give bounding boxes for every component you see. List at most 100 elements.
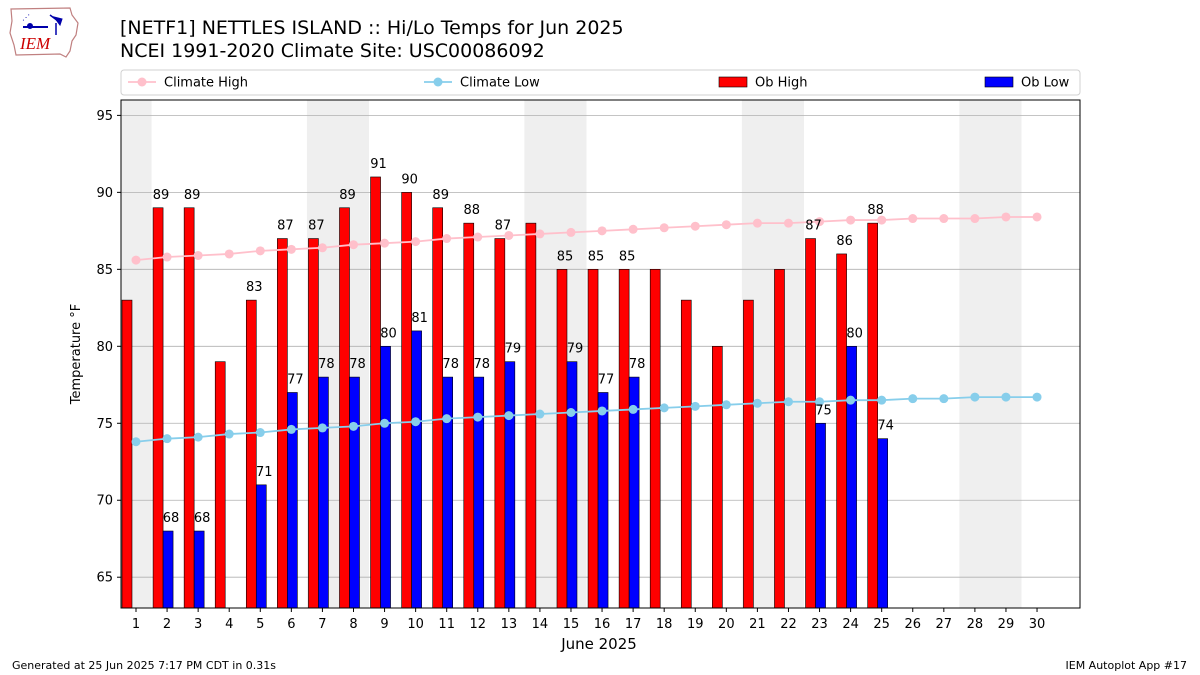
chart-title: [NETF1] NETTLES ISLAND :: Hi/Lo Temps fo… <box>120 17 624 39</box>
climate-high-point <box>411 237 421 247</box>
x-tick-label: 14 <box>532 617 549 632</box>
y-axis-label: Temperature °F <box>69 304 84 405</box>
ob-low-label: 78 <box>473 357 490 372</box>
ob-low-label: 79 <box>505 342 522 357</box>
climate-high-point <box>1001 212 1011 222</box>
ob-low-bar <box>877 438 888 609</box>
ob-high-bar <box>805 238 816 609</box>
y-tick-label: 90 <box>96 186 113 201</box>
ob-high-bar <box>121 299 133 609</box>
ob-low-bar <box>318 376 329 609</box>
y-tick-label: 80 <box>96 340 113 355</box>
climate-low-point <box>348 421 358 431</box>
climate-high-point <box>348 240 358 250</box>
legend-swatch <box>984 76 1014 88</box>
climate-low-point <box>1032 392 1042 402</box>
x-tick-label: 11 <box>438 617 455 632</box>
climate-low-point <box>1001 392 1011 402</box>
ob-high-label: 85 <box>588 249 605 264</box>
x-tick-label: 3 <box>194 617 202 632</box>
climate-low-point <box>411 417 421 427</box>
climate-high-point <box>877 215 887 225</box>
climate-high-point <box>162 252 172 262</box>
bar-labels: 89 89 83 87 87 89 91 90 89 88 87 85 85 85 87 86 88 68 68 71… <box>153 157 894 526</box>
climate-high-point <box>224 249 234 259</box>
ob-low-bar <box>846 346 857 609</box>
climate-high-point <box>846 215 856 225</box>
ob-high-bar <box>401 192 412 609</box>
weather-station-icon: ⋰ <box>22 13 63 35</box>
ob-high-bar <box>152 207 164 609</box>
climate-high-point <box>970 214 980 224</box>
ob-high-label: 86 <box>836 234 853 249</box>
ob-high-bar <box>649 269 661 609</box>
climate-high-point <box>752 218 762 228</box>
ob-low-bar <box>380 346 391 609</box>
climate-low-point <box>970 392 980 402</box>
x-tick-label: 29 <box>998 617 1015 632</box>
ob-low-bar <box>566 361 578 609</box>
ob-low-bar <box>473 376 485 609</box>
climate-high-point <box>317 243 327 253</box>
ob-high-bar <box>370 176 381 609</box>
ob-low-label: 75 <box>815 403 832 418</box>
ob-high-bar <box>525 222 537 609</box>
climate-high-point <box>783 218 793 228</box>
climate-low-point <box>317 423 327 433</box>
ob-high-label: 89 <box>432 188 449 203</box>
legend-box <box>120 69 1081 96</box>
ob-high-bar <box>463 222 475 609</box>
x-tick-label: 21 <box>749 617 766 632</box>
ob-low-label: 78 <box>442 357 459 372</box>
x-tick-label: 26 <box>904 617 921 632</box>
x-axis: 1 2 3 4 5 6 7 8 9 10 11 12 13 14 15 16 17 18 19 20 21 22 23 24 2… <box>132 608 1045 632</box>
ob-low-bar <box>349 376 360 609</box>
climate-low-point <box>939 394 949 404</box>
x-tick-label: 13 <box>501 617 518 632</box>
x-tick-label: 25 <box>873 617 890 632</box>
ob-high-label: 87 <box>805 219 822 234</box>
y-tick-label: 70 <box>96 494 113 509</box>
app-label: IEM Autoplot App #17 <box>1065 659 1188 672</box>
ob-low-label: 68 <box>163 511 180 526</box>
x-tick-label: 10 <box>407 617 424 632</box>
ob-high-label: 83 <box>246 280 263 295</box>
climate-low-line <box>135 396 1038 443</box>
climate-lines <box>131 212 1042 447</box>
logo-text: IEM <box>19 34 51 53</box>
x-tick-label: 23 <box>811 617 828 632</box>
legend-label: Ob High <box>755 76 808 91</box>
ob-high-bar <box>774 269 785 609</box>
climate-high-point <box>939 214 949 224</box>
climate-low-point <box>783 397 793 407</box>
climate-low-point <box>908 394 918 404</box>
iem-logo: ⋰ IEM <box>9 7 79 58</box>
ob-high-bar <box>339 207 350 609</box>
climate-low-point <box>877 395 887 405</box>
climate-low-point <box>752 398 762 408</box>
ob-low-bar <box>597 392 609 609</box>
y-tick-label: 85 <box>96 263 113 278</box>
x-tick-label: 27 <box>936 617 953 632</box>
legend-label: Ob Low <box>1021 76 1070 91</box>
x-axis-label: June 2025 <box>560 635 637 653</box>
x-tick-label: 4 <box>225 617 233 632</box>
climate-low-point <box>193 432 203 442</box>
ob-high-label: 89 <box>153 188 170 203</box>
ob-high-bar <box>618 269 630 609</box>
x-tick-label: 18 <box>656 617 673 632</box>
climate-high-point <box>535 229 545 239</box>
climate-low-point <box>566 407 576 417</box>
climate-high-point <box>131 255 141 265</box>
x-tick-label: 15 <box>563 617 580 632</box>
ob-high-bar <box>712 346 723 609</box>
ob-low-label: 71 <box>256 465 273 480</box>
x-tick-label: 7 <box>318 617 326 632</box>
ob-low-label: 79 <box>567 342 584 357</box>
ob-high-label: 90 <box>401 172 418 187</box>
ob-low-label: 68 <box>194 511 211 526</box>
ob-low-bar <box>255 484 267 609</box>
climate-high-point <box>504 230 514 240</box>
x-tick-label: 22 <box>780 617 797 632</box>
